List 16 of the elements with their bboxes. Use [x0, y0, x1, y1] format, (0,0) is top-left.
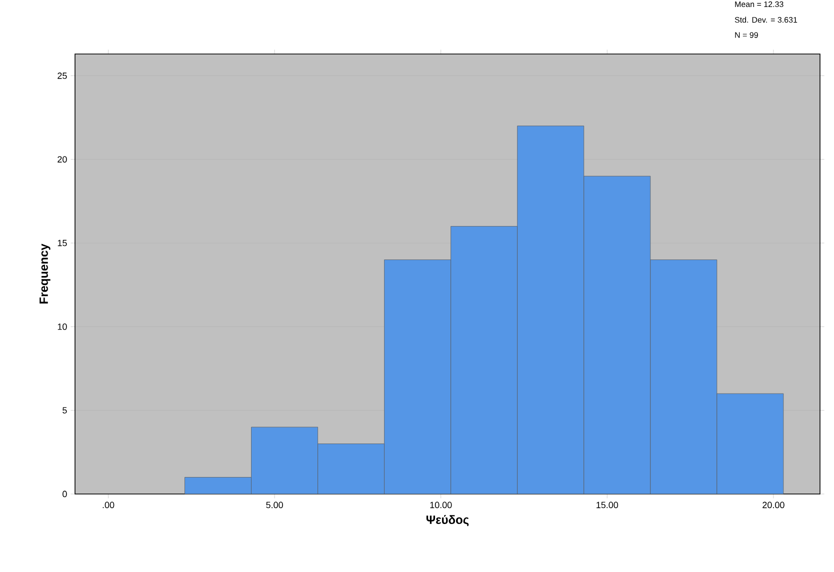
x-tick-label: 5.00 [266, 502, 283, 508]
x-tick-label: 20.00 [762, 502, 784, 508]
y-tick-label: 15 [58, 240, 67, 246]
x-tick-label: 10.00 [430, 502, 452, 508]
x-axis-title: Ψεύδος [426, 515, 469, 526]
y-tick-label: 0 [62, 490, 67, 498]
text: Mean = 12.33 [735, 1, 784, 8]
y-tick-label: 25 [58, 72, 67, 79]
y-axis-title: Frequency [40, 244, 50, 304]
x-tick-label: 15.00 [596, 502, 618, 508]
y-tick-label: 5 [62, 407, 67, 414]
x-tick-label: .00 [102, 502, 114, 508]
y-tick-label: 10 [58, 323, 67, 330]
text: N = 99 [735, 32, 758, 38]
y-tick-label: 20 [58, 156, 67, 163]
text: Std. Dev. = 3.631 [734, 16, 798, 23]
